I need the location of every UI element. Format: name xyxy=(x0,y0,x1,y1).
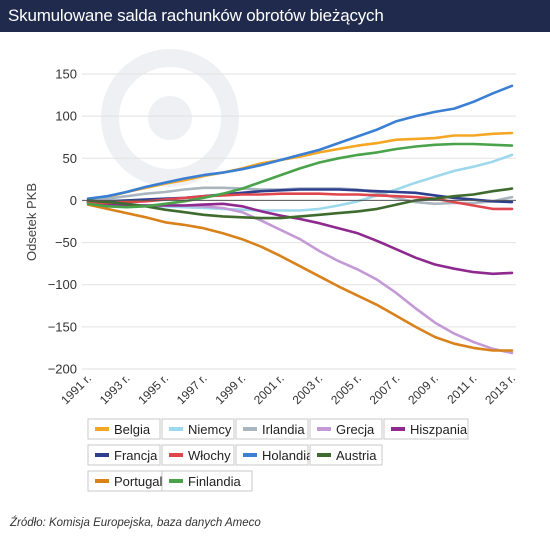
legend-box xyxy=(161,444,235,466)
x-tick-label: 1993 r. xyxy=(97,371,133,407)
legend-swatch xyxy=(391,427,405,431)
legend-item-francja: Francja xyxy=(87,444,161,466)
legend-label: Niemcy xyxy=(188,422,232,437)
y-tick-label: 150 xyxy=(55,67,77,82)
legend-swatch xyxy=(95,479,109,483)
legend-label: Francja xyxy=(114,448,158,463)
legend-item-irlandia: Irlandia xyxy=(235,418,309,440)
x-tick-label: 1995 r. xyxy=(135,371,171,407)
y-tick-label: 50 xyxy=(63,151,77,166)
x-tick-label: 2011 r. xyxy=(444,371,479,406)
watermark-logo xyxy=(101,49,239,187)
x-axis-ticks: 1991 r. 1993 r. 1995 r. 1997 r. 1999 r. 2001 … xyxy=(58,371,518,407)
legend-label: Portugalia xyxy=(114,474,173,489)
legend-box xyxy=(383,418,469,440)
y-axis-ticks: 150 100 50 0 −50 −100 −150 −200 xyxy=(48,67,77,377)
x-tick-label: 1991 r. xyxy=(58,371,94,407)
legend-swatch xyxy=(169,479,183,483)
series-line-portugalia xyxy=(86,203,514,352)
legend-box xyxy=(87,418,161,440)
source-note: Źródło: Komisja Europejska, baza danych … xyxy=(10,517,261,529)
legend-swatch xyxy=(95,453,109,457)
legend-label: Belgia xyxy=(114,422,151,437)
legend-label: Finlandia xyxy=(188,474,242,489)
legend-label: Włochy xyxy=(188,448,231,463)
grid-lines xyxy=(82,73,516,370)
y-tick-label: 100 xyxy=(55,109,77,124)
x-tick-label: 2009 r. xyxy=(405,371,441,407)
y-tick-label: −150 xyxy=(48,319,77,334)
legend-item-holandia: Holandia xyxy=(235,444,314,466)
legend-box xyxy=(235,444,309,466)
title-bar: Skumulowane salda rachunków obrotów bież… xyxy=(0,0,550,32)
series-line-austria xyxy=(86,187,514,220)
legend-box xyxy=(161,418,235,440)
legend-item-austria: Austria xyxy=(309,444,383,466)
x-tick-label: 2001 r. xyxy=(251,371,287,407)
series-line-finlandia xyxy=(86,142,514,209)
y-tick-label: −50 xyxy=(55,235,77,250)
y-tick-label: 0 xyxy=(70,193,77,208)
legend-item-niemcy: Niemcy xyxy=(161,418,235,440)
legend-label: Austria xyxy=(336,448,377,463)
legend-item-włochy: Włochy xyxy=(161,444,235,466)
y-tick-label: −200 xyxy=(48,362,77,377)
legend-item-portugalia: Portugalia xyxy=(87,470,179,492)
legend-box xyxy=(87,444,161,466)
legend-box xyxy=(235,418,309,440)
legend: Belgia Niemcy Irlandia Grecja Hiszpania Franc… xyxy=(87,418,469,492)
legend-label: Hiszpania xyxy=(410,422,468,437)
legend-item-hiszpania: Hiszpania xyxy=(383,418,469,440)
x-tick-label: 1997 r. xyxy=(174,371,210,407)
legend-label: Holandia xyxy=(262,448,314,463)
x-tick-label: 2003 r. xyxy=(290,371,326,407)
x-tick-label: 1999 r. xyxy=(212,371,248,407)
legend-box xyxy=(309,418,383,440)
legend-item-grecja: Grecja xyxy=(309,418,383,440)
legend-swatch xyxy=(317,453,331,457)
x-tick-label: 2007 r. xyxy=(367,371,403,407)
legend-box xyxy=(309,444,383,466)
series-line-holandia xyxy=(86,84,514,200)
legend-swatch xyxy=(95,427,109,431)
x-tick-label: 2005 r. xyxy=(328,371,364,407)
y-tick-label: −100 xyxy=(48,277,77,292)
x-tick-label: 2013 r. xyxy=(482,371,518,407)
legend-swatch xyxy=(243,453,257,457)
legend-label: Irlandia xyxy=(262,422,305,437)
legend-swatch xyxy=(169,453,183,457)
legend-label: Grecja xyxy=(336,422,375,437)
chart-title: Skumulowane salda rachunków obrotów bież… xyxy=(8,6,384,25)
legend-box xyxy=(161,470,253,492)
legend-item-finlandia: Finlandia xyxy=(161,470,253,492)
legend-swatch xyxy=(169,427,183,431)
y-axis-label: Odsetek PKB xyxy=(24,183,39,261)
legend-item-belgia: Belgia xyxy=(87,418,161,440)
watermark-dot xyxy=(148,96,192,140)
legend-swatch xyxy=(317,427,331,431)
series-line-grecja xyxy=(86,200,514,355)
watermark-ring xyxy=(101,49,239,187)
legend-swatch xyxy=(243,427,257,431)
